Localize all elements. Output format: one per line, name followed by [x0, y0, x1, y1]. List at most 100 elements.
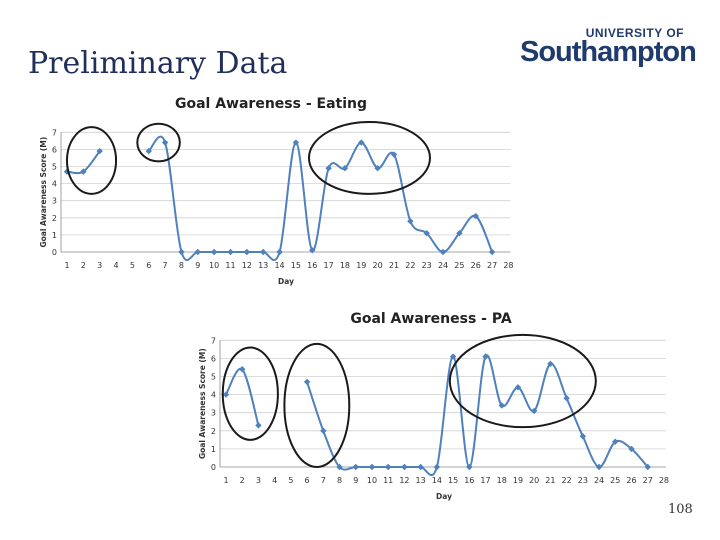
- x-tick-label: 27: [643, 476, 653, 485]
- y-tick-label: 5: [211, 373, 216, 382]
- x-tick-label: 24: [594, 476, 604, 485]
- data-point: [466, 463, 473, 471]
- data-point: [368, 463, 376, 471]
- y-axis-label: Goal Awareness Score (M): [39, 137, 48, 248]
- data-point: [439, 248, 447, 256]
- x-tick-label: 4: [272, 476, 277, 485]
- annotation-ellipse: [136, 122, 181, 163]
- data-point: [390, 151, 398, 158]
- y-tick-label: 0: [211, 463, 216, 472]
- y-axis-label: Goal Awareness Score (M): [198, 348, 207, 459]
- y-tick-label: 3: [52, 197, 57, 206]
- y-tick-label: 1: [211, 445, 216, 454]
- x-tick-label: 12: [242, 261, 252, 270]
- x-tick-label: 19: [513, 476, 523, 485]
- x-tick-label: 1: [223, 476, 228, 485]
- data-point: [423, 229, 430, 237]
- x-tick-label: 6: [146, 261, 151, 270]
- annotation-ellipse: [66, 126, 118, 195]
- data-point: [276, 248, 283, 256]
- x-tick-label: 10: [367, 476, 377, 485]
- x-tick-label: 12: [399, 476, 409, 485]
- y-tick-label: 2: [211, 427, 216, 436]
- x-tick-label: 8: [179, 261, 184, 270]
- y-tick-label: 1: [52, 231, 57, 240]
- annotation-ellipse: [307, 121, 431, 195]
- x-tick-label: 20: [373, 261, 383, 270]
- x-axis-label: Day: [436, 492, 452, 501]
- data-point: [579, 433, 587, 440]
- annotation-ellipse: [283, 342, 351, 468]
- x-tick-label: 25: [610, 476, 620, 485]
- data-point: [417, 463, 424, 471]
- x-tick-label: 13: [258, 261, 268, 270]
- x-tick-label: 10: [209, 261, 219, 270]
- x-tick-label: 1: [64, 261, 69, 270]
- data-point: [161, 139, 169, 146]
- data-point: [530, 407, 538, 415]
- data-point: [292, 139, 300, 146]
- y-tick-label: 5: [52, 163, 57, 172]
- x-tick-label: 27: [487, 261, 497, 270]
- data-point: [374, 165, 381, 172]
- data-point: [303, 378, 311, 386]
- x-tick-label: 19: [356, 261, 366, 270]
- data-point: [178, 248, 185, 256]
- data-point: [401, 463, 408, 471]
- y-tick-label: 4: [52, 180, 57, 189]
- data-point: [227, 248, 234, 256]
- data-point: [145, 147, 152, 155]
- logo-top-text: UNIVERSITY OF: [585, 26, 684, 40]
- x-tick-label: 14: [432, 476, 442, 485]
- x-tick-label: 26: [471, 261, 481, 270]
- data-point: [456, 229, 463, 237]
- data-point: [472, 212, 479, 220]
- x-tick-label: 4: [114, 261, 119, 270]
- data-point: [255, 422, 262, 429]
- data-point: [482, 353, 489, 360]
- x-tick-label: 16: [464, 476, 474, 485]
- x-tick-label: 2: [81, 261, 86, 270]
- x-tick-label: 18: [497, 476, 507, 485]
- data-point: [309, 247, 316, 254]
- x-tick-label: 9: [195, 261, 200, 270]
- x-tick-label: 3: [256, 476, 261, 485]
- x-tick-label: 17: [480, 476, 490, 485]
- data-point: [320, 427, 327, 434]
- data-point: [449, 353, 457, 360]
- data-point: [222, 391, 230, 398]
- data-point: [194, 248, 201, 256]
- series-line: [306, 354, 649, 477]
- y-tick-label: 6: [211, 354, 216, 363]
- x-tick-label: 24: [438, 261, 448, 270]
- x-tick-label: 15: [448, 476, 458, 485]
- x-tick-label: 7: [321, 476, 326, 485]
- x-tick-label: 5: [288, 476, 293, 485]
- annotation-ellipse: [448, 333, 597, 429]
- chart-title: Goal Awareness - PA: [350, 311, 512, 327]
- x-tick-label: 9: [353, 476, 358, 485]
- data-point: [336, 463, 343, 471]
- data-point: [239, 366, 246, 373]
- x-tick-label: 2: [240, 476, 245, 485]
- page-number: 108: [668, 502, 693, 517]
- x-tick-label: 7: [163, 261, 168, 270]
- data-point: [325, 165, 332, 172]
- y-tick-label: 7: [52, 128, 57, 137]
- y-tick-label: 2: [52, 214, 57, 223]
- annotation-ellipse: [221, 346, 279, 441]
- x-tick-label: 28: [659, 476, 669, 485]
- data-point: [260, 248, 267, 256]
- x-tick-label: 13: [416, 476, 426, 485]
- data-point: [498, 402, 505, 409]
- x-tick-label: 22: [562, 476, 572, 485]
- data-point: [563, 395, 570, 402]
- x-tick-label: 22: [405, 261, 415, 270]
- x-tick-label: 11: [383, 476, 393, 485]
- x-tick-label: 20: [529, 476, 539, 485]
- x-tick-label: 25: [454, 261, 464, 270]
- chart-title: Goal Awareness - Eating: [175, 96, 367, 112]
